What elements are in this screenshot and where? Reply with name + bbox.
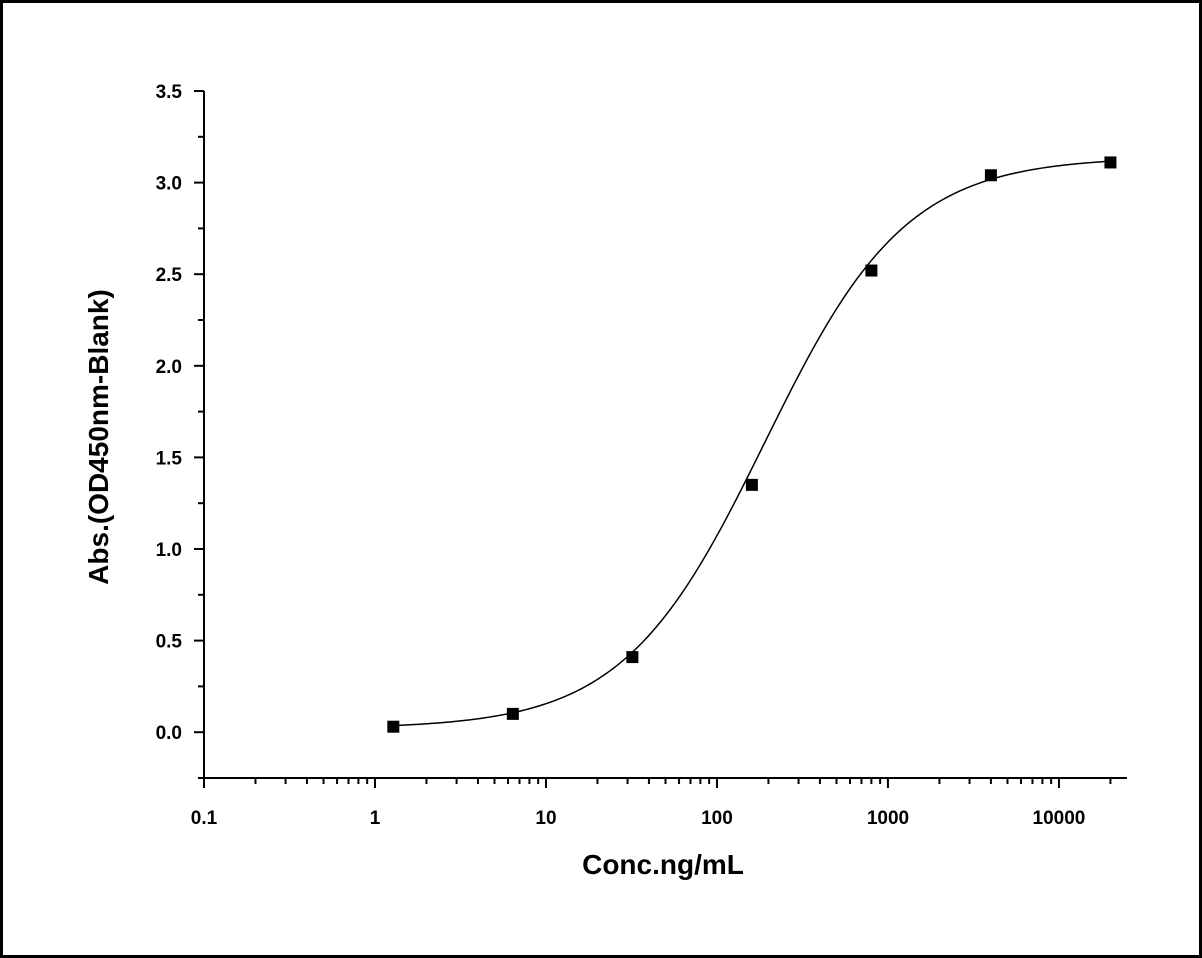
- y-tick-label: 1.0: [156, 540, 182, 561]
- fit-curve-group: [393, 160, 1111, 727]
- y-axis-title: Abs.(OD450nm-Blank): [83, 289, 114, 585]
- data-points-group: [387, 156, 1117, 733]
- y-tick-label: 2.0: [156, 357, 182, 378]
- x-tick-label: 10: [535, 808, 556, 829]
- data-point: [626, 651, 639, 664]
- x-tick-label: 100: [701, 808, 733, 829]
- y-tick-label: 1.5: [156, 448, 183, 469]
- y-tick-label: 0.5: [156, 632, 183, 653]
- data-point: [387, 720, 400, 733]
- y-tick-label: 3.5: [156, 82, 183, 103]
- y-tick-label: 2.5: [156, 265, 183, 286]
- data-point: [1104, 156, 1117, 169]
- ticks-group: 0.0 0.5 1.0 1.5 2.0 2.5 3.0 3.5 0.1 1 10 100 1000 100…: [156, 82, 1112, 829]
- x-tick-label: 1: [370, 808, 381, 829]
- y-tick-label: 0.0: [156, 723, 182, 744]
- x-tick-label: 1000: [867, 808, 909, 829]
- data-point: [865, 264, 878, 277]
- x-tick-label: 0.1: [191, 808, 218, 829]
- axes-group: [203, 91, 1127, 779]
- data-point: [984, 169, 997, 182]
- x-axis-title: Conc.ng/mL: [582, 849, 744, 880]
- data-point: [506, 707, 519, 720]
- fit-curve: [393, 160, 1111, 727]
- y-tick-label: 3.0: [156, 174, 182, 195]
- data-point: [745, 478, 758, 491]
- x-tick-label: 10000: [1033, 808, 1086, 829]
